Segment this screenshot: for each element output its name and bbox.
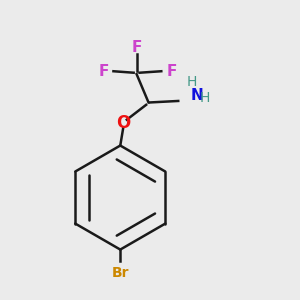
Text: Br: Br — [112, 266, 129, 280]
Text: N: N — [190, 88, 203, 103]
Text: F: F — [166, 64, 177, 79]
Text: H: H — [200, 91, 210, 105]
Text: O: O — [116, 114, 130, 132]
Text: F: F — [98, 64, 109, 79]
Text: F: F — [131, 40, 142, 55]
Text: H: H — [186, 75, 197, 88]
